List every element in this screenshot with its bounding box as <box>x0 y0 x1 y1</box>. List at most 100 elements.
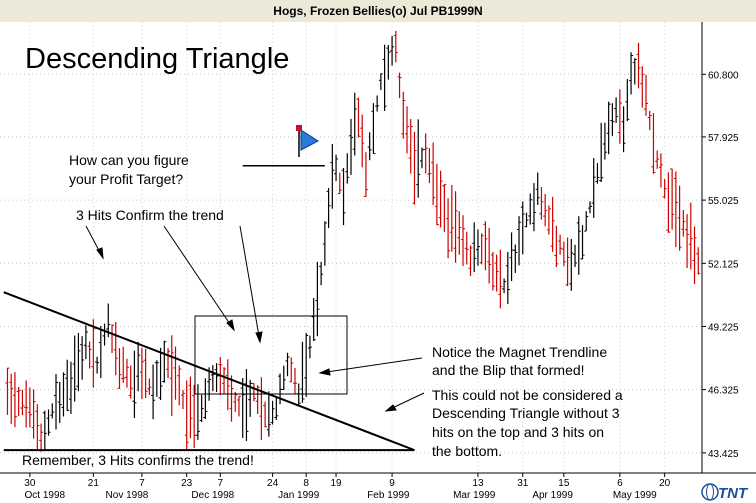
ohlc-bar <box>188 376 193 439</box>
ohlc-bar <box>576 216 581 275</box>
ohlc-bar <box>251 382 256 402</box>
ohlc-bar <box>431 142 436 205</box>
ohlc-bar <box>16 386 21 416</box>
magnet-note-line-2: and the Blip that formed! <box>432 362 585 378</box>
ohlc-bar <box>636 42 641 89</box>
ohlc-bar <box>352 92 357 156</box>
ohlc-bar <box>42 410 47 450</box>
remember-note: Remember, 3 Hits confirms the trend! <box>22 452 254 468</box>
ohlc-bar <box>158 347 163 401</box>
ohlc-bar <box>494 254 499 292</box>
ohlc-bar <box>117 348 122 389</box>
arrowhead-magnet <box>318 368 331 376</box>
ohlc-bar <box>531 183 536 232</box>
ohlc-bar <box>546 205 551 235</box>
ohlc-bar <box>113 321 118 376</box>
magnet-note-line-1: Notice the Magnet Trendline <box>432 344 607 360</box>
ohlc-bar <box>236 395 241 417</box>
day-label: 19 <box>331 478 343 489</box>
month-label: Oct 1998 <box>25 490 66 501</box>
ohlc-bar <box>453 191 458 263</box>
ohlc-bar <box>263 401 268 428</box>
ohlc-bar <box>673 171 678 248</box>
ohlc-bar <box>621 106 626 153</box>
arrowhead-hit-2 <box>226 319 235 332</box>
ohlc-bar <box>5 367 10 415</box>
ohlc-bar <box>151 364 156 420</box>
ohlc-bar <box>337 172 342 195</box>
ohlc-bar <box>207 367 212 401</box>
ohlc-bar <box>685 214 690 269</box>
ohlc-bar <box>688 202 693 270</box>
price-tick-label: 52.125 <box>708 259 739 270</box>
day-label: 31 <box>517 478 529 489</box>
ohlc-bar <box>334 154 339 182</box>
day-label: 23 <box>181 478 193 489</box>
window-title: Hogs, Frozen Bellies(o) Jul PB1999N <box>0 0 756 23</box>
ohlc-bar <box>390 35 395 66</box>
ohlc-bar <box>349 118 353 175</box>
month-label: Mar 1999 <box>453 490 496 501</box>
ohlc-bar <box>121 346 126 383</box>
day-label: 13 <box>472 478 484 489</box>
ohlc-bar <box>513 244 518 273</box>
ohlc-bar <box>147 378 152 395</box>
ohlc-bar <box>602 122 607 160</box>
day-label: 20 <box>659 478 671 489</box>
day-label: 6 <box>617 478 623 489</box>
ohlc-bar <box>225 359 230 411</box>
ohlc-bar <box>658 153 663 188</box>
ohlc-bar <box>95 356 100 374</box>
ohlc-bar <box>300 341 305 403</box>
triangle-note-line-4: the bottom. <box>432 443 502 459</box>
ohlc-bar <box>412 131 417 205</box>
ohlc-bar <box>35 404 40 451</box>
ohlc-bar <box>83 325 88 360</box>
grid <box>0 22 702 473</box>
price-tick-label: 60.800 <box>708 70 739 81</box>
ohlc-bar <box>565 237 570 287</box>
triangle-note-line-2: Descending Triangle without 3 <box>432 405 620 421</box>
ohlc-bar <box>80 336 85 380</box>
month-label: May 1999 <box>613 490 657 501</box>
ohlc-bar <box>483 221 488 271</box>
ohlc-bar <box>502 278 507 294</box>
ohlc-bar <box>311 297 316 342</box>
price-tick-label: 57.925 <box>708 133 739 144</box>
ohlc-bar <box>405 106 410 154</box>
ohlc-bar <box>696 247 701 275</box>
arrowhead-hit-1 <box>96 247 104 260</box>
ohlc-bar <box>647 110 652 131</box>
ohlc-bar <box>322 221 327 266</box>
ohlc-bar <box>326 188 331 229</box>
ohlc-bar <box>184 380 189 451</box>
ohlc-bar <box>360 114 365 168</box>
ohlc-bar <box>535 172 540 205</box>
ohlc-bar <box>461 215 466 267</box>
descending-trendline <box>3 291 415 452</box>
ohlc-bar <box>139 347 144 400</box>
ohlc-bar <box>651 113 656 174</box>
ohlc-bar <box>599 122 604 183</box>
ohlc-bar <box>573 244 578 267</box>
ohlc-bar <box>367 132 372 161</box>
ohlc-bar <box>468 245 473 277</box>
ohlc-bar <box>177 365 182 406</box>
ohlc-bar <box>434 163 439 226</box>
ohlc-bar <box>345 153 350 184</box>
month-label: Nov 1998 <box>106 490 149 501</box>
ohlc-bar <box>543 193 548 227</box>
ohlc-bar <box>9 373 14 424</box>
ohlc-bar <box>91 319 96 388</box>
price-tick-label: 55.025 <box>708 196 739 207</box>
ohlc-bar <box>558 234 563 255</box>
day-label: 30 <box>24 478 36 489</box>
ohlc-bar <box>229 375 234 422</box>
ohlc-bar <box>162 340 167 383</box>
ohlc-bar <box>490 251 495 291</box>
day-label: 24 <box>267 478 279 489</box>
ohlc-bar <box>692 226 697 285</box>
price-tick-label: 43.425 <box>708 449 739 460</box>
ohlc-bar <box>457 211 462 255</box>
